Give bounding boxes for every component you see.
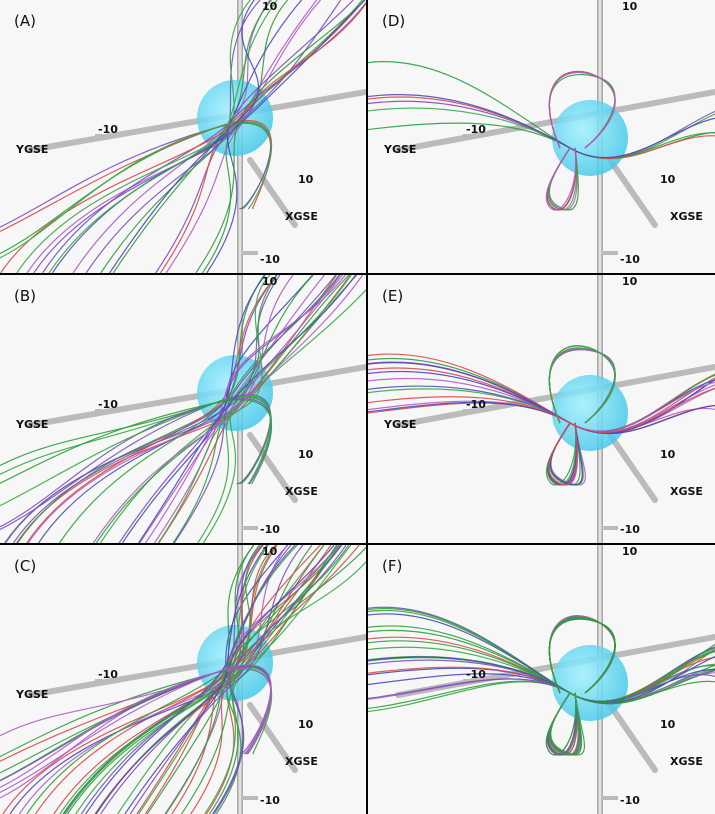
axis-label: YGSE [15,143,48,156]
panel: (F) 10 -10 10 XGSE -10 [368,545,715,814]
axis-label: XGSE [670,210,703,223]
tick-label: 10 [660,718,676,731]
panel-label: (A) [14,12,36,30]
tick-label: -10 [620,794,640,807]
tick-label: -10 [98,398,118,411]
axis-label: 10 [622,545,638,558]
tick-label: -10 [98,668,118,681]
panel: (B) 10 YGSE -10 10 XGSE -10 [0,275,379,543]
panel-content [0,0,369,273]
axis-label: 10 [262,275,278,288]
axis-label: XGSE [285,210,318,223]
earth [552,100,628,176]
tick-label: -10 [466,123,486,136]
axis-label: XGSE [670,485,703,498]
tick-label: 10 [660,448,676,461]
tick-label: 10 [298,718,314,731]
tick-label: -10 [260,794,280,807]
tick-label: -10 [620,523,640,536]
axis-label: YGSE [383,143,416,156]
tick-label: -10 [260,253,280,266]
tick-label: -10 [260,523,280,536]
axis-label: 10 [262,545,278,558]
axis-label: YGSE [15,688,48,701]
panel-bg [368,0,715,273]
panel-label: (E) [382,287,403,305]
axis-label: XGSE [670,755,703,768]
axis-label: 10 [622,275,638,288]
tick-label: -10 [466,398,486,411]
axis-label: YGSE [383,418,416,431]
tick-label: -10 [466,668,486,681]
panel-label: (C) [14,557,36,575]
panel-label: (D) [382,12,405,30]
panel-content [0,545,380,814]
tick-label: 10 [298,173,314,186]
tick-label: 10 [298,448,314,461]
tick-label: -10 [620,253,640,266]
axis-label: 10 [262,0,278,13]
tick-label: 10 [660,173,676,186]
panel-label: (B) [14,287,36,305]
axis-label: XGSE [285,755,318,768]
axis-label: YGSE [15,418,48,431]
axis-label: 10 [622,0,638,13]
panel-label: (F) [382,557,402,575]
panel-content [0,275,379,543]
panel-content [368,275,715,543]
panel-bg [0,0,366,273]
earth [552,645,628,721]
panel: (D) 10 YGSE -10 10 XGSE -10 [368,0,715,273]
earth [552,375,628,451]
panel: (E) 10 YGSE -10 10 XGSE -10 [368,275,715,543]
panel: (C) 10 YGSE -10 10 XGSE -10 [0,545,380,814]
panel: (A) 10 YGSE -10 10 XGSE -10 [0,0,369,273]
figure: (A) 10 YGSE -10 10 XGSE -10 (D) 10 YGSE -10 10 XGSE -… [0,0,715,814]
tick-label: -10 [98,123,118,136]
panel-content [368,0,715,273]
panel-content [368,545,715,814]
axis-label: XGSE [285,485,318,498]
